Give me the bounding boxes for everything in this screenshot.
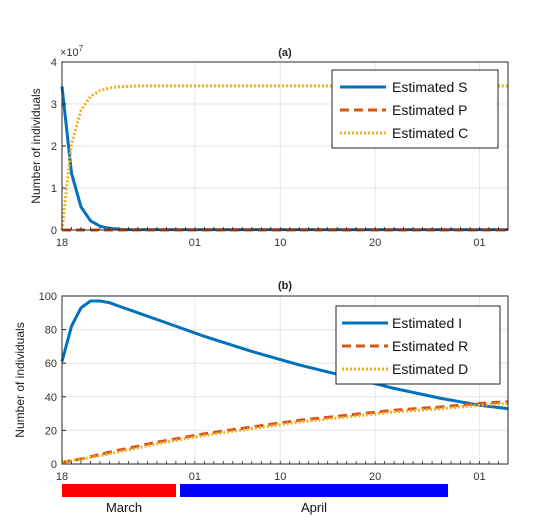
panel-b-series [60,299,509,464]
march-bar [62,484,176,497]
legend-label-estimated-d: Estimated D [392,361,468,377]
panel-a-y-tick-label: 0 [51,225,57,237]
panel-b-y-tick-label: 0 [51,459,57,471]
panel-a-y-tick-label: 3 [51,99,57,111]
panel-b-x-tick-label: 01 [473,471,485,483]
panel-b: 0 20 40 60 80 100 18 01 10 20 01 (b) Number of in… [13,280,509,483]
panel-a-exponent: ×107 [60,44,84,59]
panel-b-y-tick-label: 80 [45,325,57,337]
panel-a-y-axis-label: Number of individuals [29,88,43,203]
panel-b-x-tick-label: 18 [56,471,68,483]
panel-b-legend: Estimated I Estimated R Estimated D [335,305,501,385]
panel-b-title: (b) [278,280,292,292]
panel-b-x-tick-label: 10 [274,471,286,483]
march-label: March [106,500,142,515]
panel-b-y-tick-label: 40 [45,392,57,404]
series-line-estimated-i [60,299,509,411]
legend-label-estimated-s: Estimated S [392,79,467,95]
panel-a-x-tick-label: 20 [369,237,381,249]
panel-b-y-tick-label: 20 [45,425,57,437]
panel-a-x-tick-label: 18 [56,237,68,249]
legend-label-estimated-r: Estimated R [392,338,468,354]
legend-label-estimated-p: Estimated P [392,102,467,118]
april-bar [180,484,448,497]
panel-b-y-tick-label: 100 [39,291,57,303]
series-line-estimated-r [61,400,509,464]
panel-b-y-ticks: 0 20 40 60 80 100 [39,291,66,471]
panel-b-x-tick-label: 01 [189,471,201,483]
panel-a-x-tick-label: 10 [274,237,286,249]
panel-a-y-tick-label: 1 [51,183,57,195]
legend-label-estimated-i: Estimated I [392,315,462,331]
panel-a-x-ticks: 18 01 10 20 01 [56,227,509,249]
panel-b-frame [61,295,509,465]
panel-a-y-ticks: 0 1 2 3 4 [51,57,66,237]
panel-a-x-tick-label: 01 [473,237,485,249]
panel-b-y-axis-label: Number of individuals [13,322,27,437]
series-line-estimated-d [61,402,509,464]
april-label: April [301,500,327,515]
panel-b-y-tick-label: 60 [45,358,57,370]
panel-a-y-tick-label: 4 [51,57,57,69]
panel-a-legend: Estimated S Estimated P Estimated C [331,69,499,149]
panel-a-title: (a) [278,47,292,59]
panel-a-y-tick-label: 2 [51,141,57,153]
panel-a-x-tick-label: 01 [189,237,201,249]
series-line-estimated-c [60,84,508,231]
month-timeline: March April [62,484,448,515]
panel-b-x-tick-label: 20 [369,471,381,483]
panel-b-x-ticks: 18 01 10 20 01 [56,461,509,483]
legend-label-estimated-c: Estimated C [392,125,468,141]
